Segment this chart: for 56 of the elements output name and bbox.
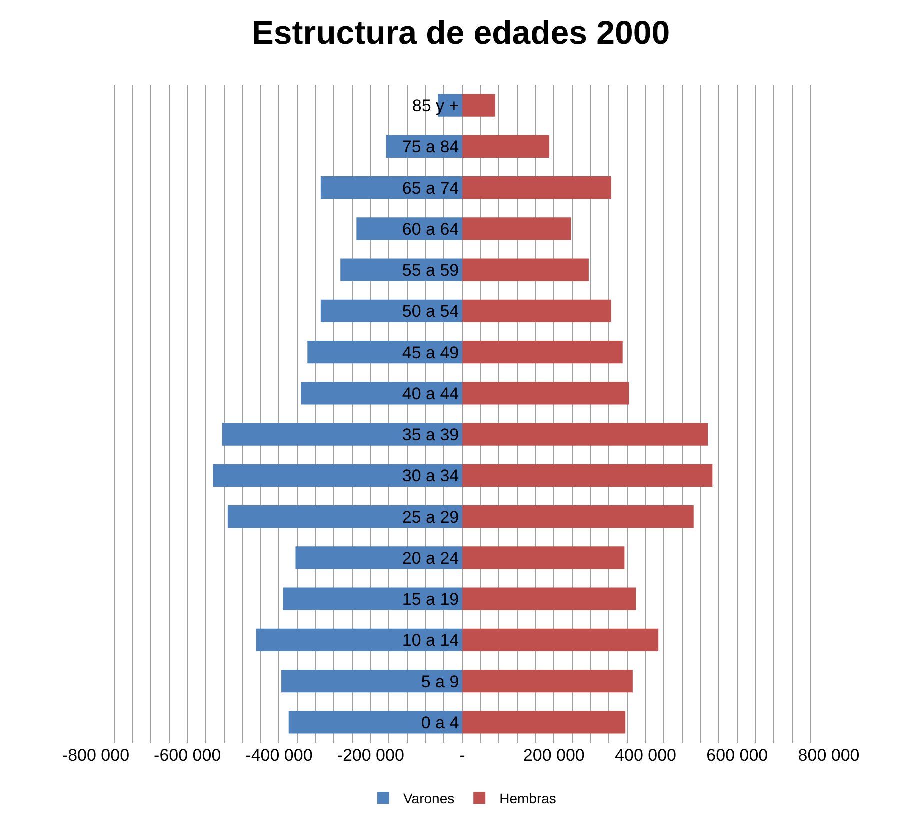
bar (462, 670, 633, 693)
bar (283, 588, 462, 610)
bar (213, 464, 462, 487)
y-tick-label: 30 a 34 (402, 466, 460, 486)
x-tick-label: 200 000 (523, 746, 585, 765)
bar (308, 341, 462, 364)
x-tick-label: -400 000 (246, 746, 313, 765)
bar (462, 464, 713, 487)
bar (462, 628, 659, 652)
bar (462, 588, 636, 610)
x-tick-label: -800 000 (62, 746, 130, 765)
bar (462, 341, 623, 364)
y-tick-label: 20 a 24 (402, 548, 460, 568)
x-tick-label: 600 000 (706, 746, 768, 765)
x-tick-label: -600 000 (154, 746, 222, 765)
y-tick-label: 10 a 14 (402, 631, 460, 650)
y-tick-label: 15 a 19 (402, 590, 460, 610)
legend-label: Hembras (500, 790, 556, 807)
bar (296, 546, 462, 570)
y-tick-label: 40 a 44 (402, 384, 460, 404)
y-tick-label: 25 a 29 (402, 508, 460, 527)
bar (462, 506, 694, 528)
bar (288, 711, 462, 734)
bar (356, 218, 462, 240)
y-tick-label: 65 a 74 (402, 178, 460, 198)
bar (282, 670, 462, 693)
y-tick-label: 0 a 4 (421, 713, 460, 732)
bar (256, 628, 462, 652)
bar (462, 258, 589, 282)
legend-label: Varones (404, 790, 455, 807)
bar (301, 382, 462, 405)
bar (228, 506, 462, 528)
bar (462, 300, 612, 322)
y-tick-label: 45 a 49 (402, 343, 460, 362)
y-tick-label: 35 a 39 (402, 426, 460, 445)
bar (462, 135, 550, 158)
y-tick-label: 75 a 84 (402, 138, 460, 157)
bar (462, 423, 708, 446)
x-tick-label: -200 000 (337, 746, 404, 765)
y-tick-label: 50 a 54 (402, 302, 460, 322)
bar (320, 300, 462, 322)
x-tick-label: 400 000 (615, 746, 676, 765)
y-tick-label: 60 a 64 (402, 220, 460, 239)
y-tick-label: 55 a 59 (402, 261, 460, 280)
chart-title: Estructura de edades 2000 (252, 14, 670, 51)
bar (462, 218, 572, 240)
x-tick-label: 800 000 (798, 746, 860, 765)
y-tick-label: 5 a 9 (421, 672, 460, 692)
bar (462, 94, 496, 117)
bar (462, 176, 612, 200)
bar (462, 546, 625, 570)
bar (462, 382, 630, 405)
x-tick-label: - (460, 746, 466, 765)
bar (462, 711, 626, 734)
bar (320, 176, 462, 200)
bar (222, 423, 462, 446)
